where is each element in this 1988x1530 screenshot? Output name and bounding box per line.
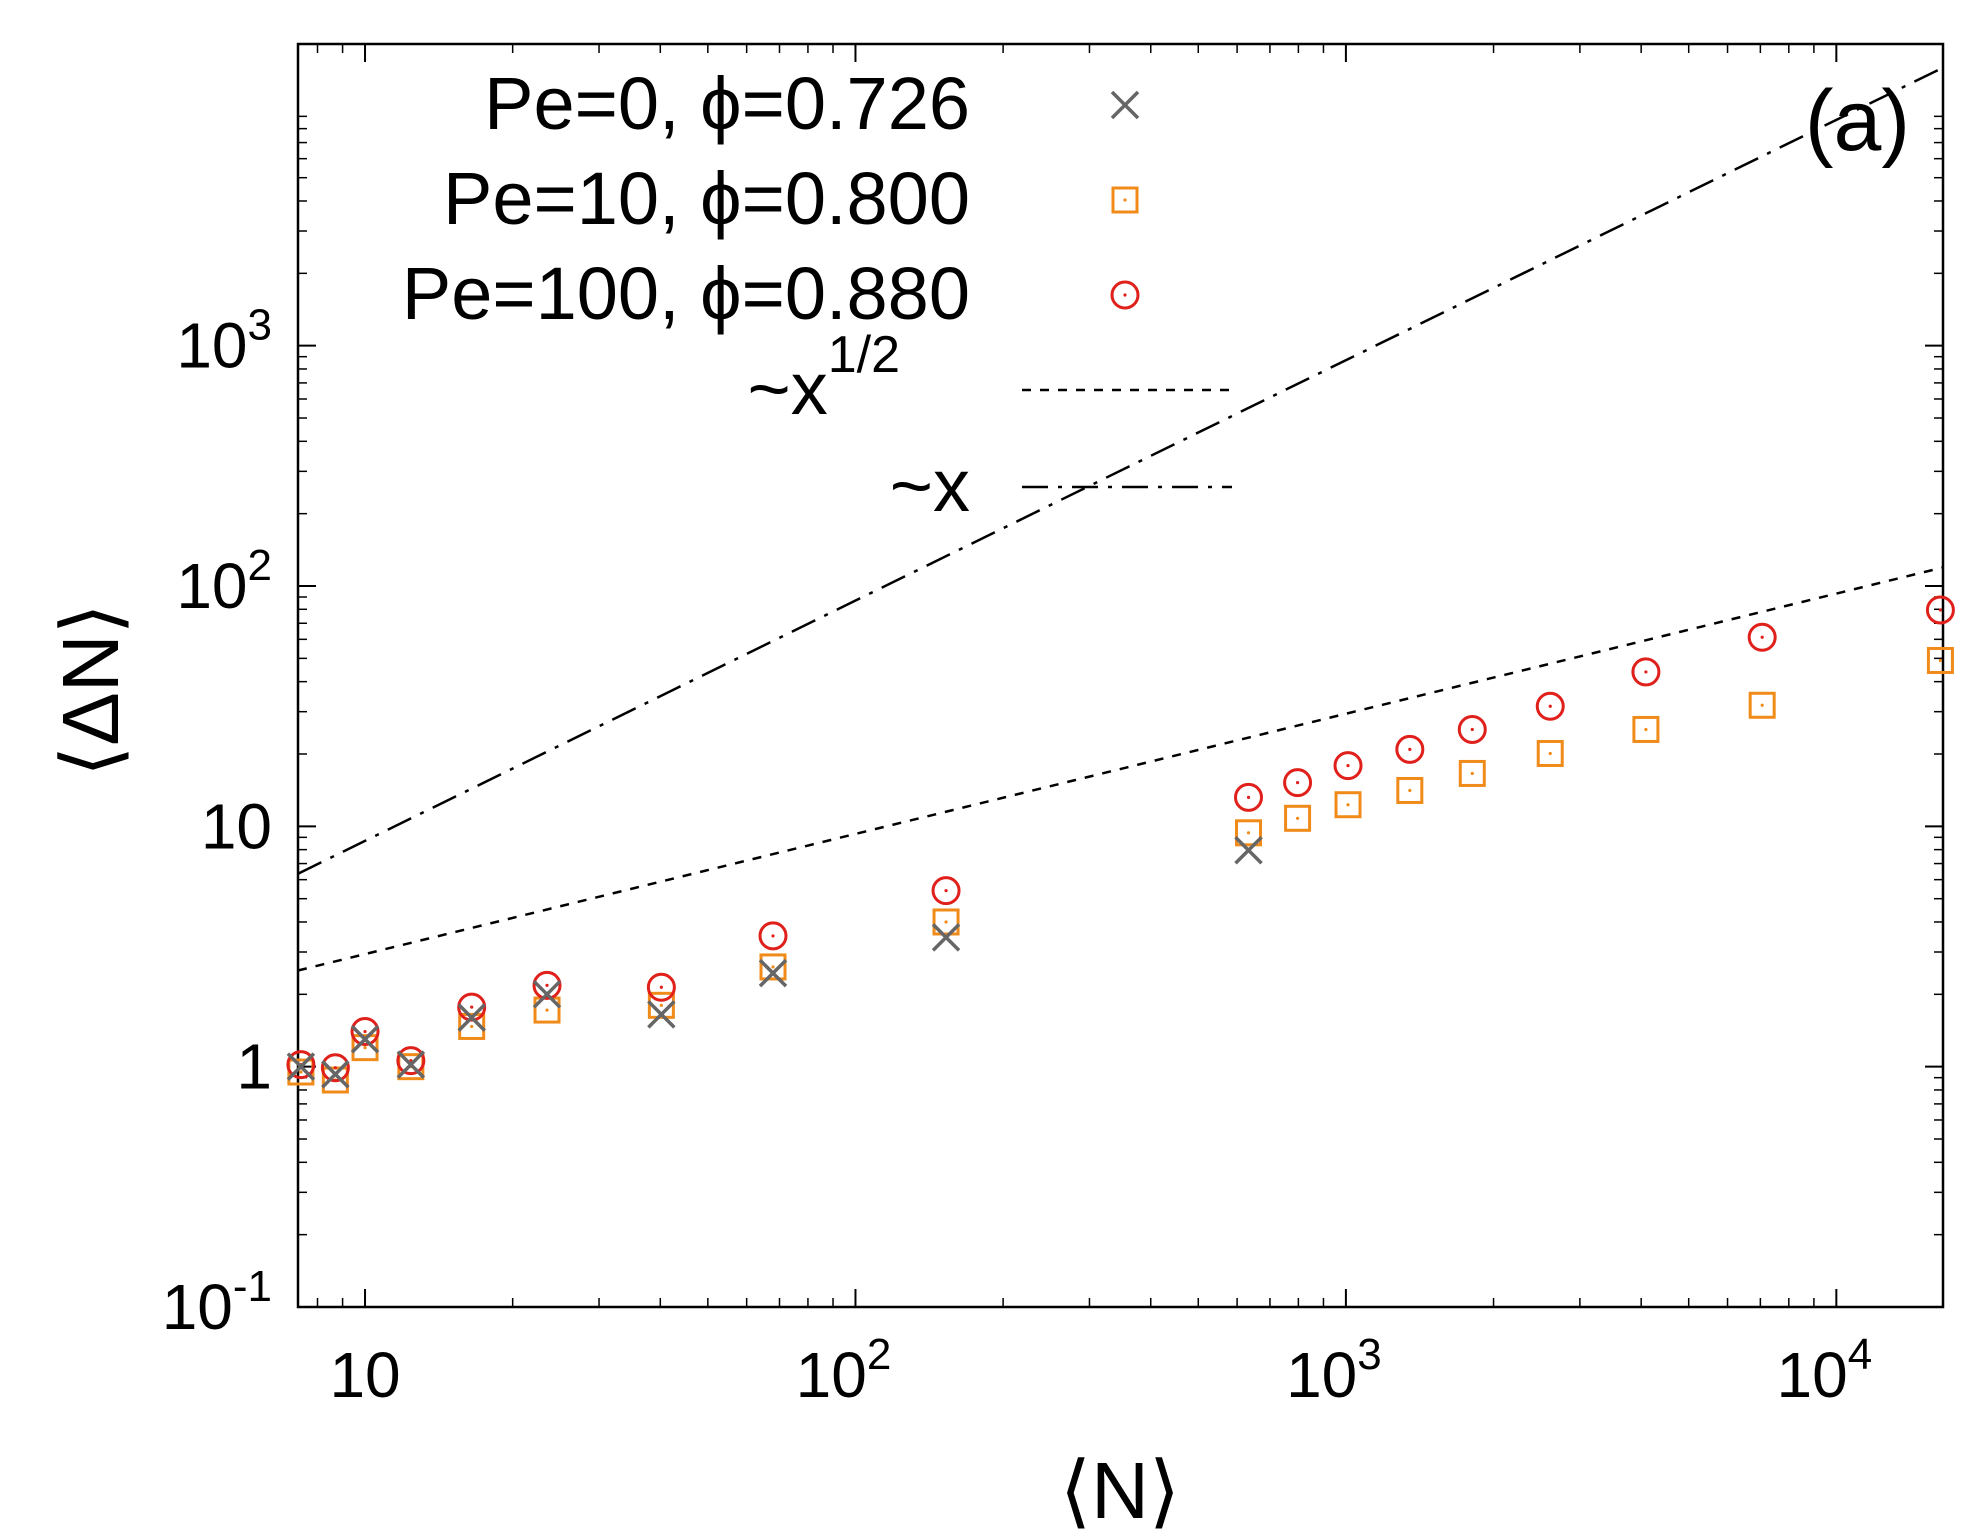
linear-reference-line: [297, 66, 1944, 875]
circle-point: [1535, 691, 1565, 721]
legend-label: ~x1/2: [747, 326, 900, 430]
circle-point: [1283, 768, 1313, 798]
x-tick-label: 104: [1777, 1330, 1873, 1411]
circle-point: [350, 1017, 380, 1047]
y-tick-label: 1: [236, 1031, 272, 1103]
data-points: [286, 595, 1955, 1094]
square-point: [1334, 791, 1362, 819]
circle-point: [1395, 734, 1425, 764]
circle-point: [931, 876, 961, 906]
square-point: [1926, 646, 1954, 674]
circle-point: [1457, 714, 1487, 744]
plot-frame: [296, 42, 1945, 1309]
square-point: [351, 1034, 379, 1062]
circle-point: [532, 970, 562, 1000]
cross-point: [1234, 836, 1263, 865]
x-axis-label: ⟨N⟩: [1060, 1446, 1180, 1530]
square-point: [1458, 759, 1486, 787]
circle-point: [646, 972, 676, 1002]
circle-point: [1747, 622, 1777, 652]
circle-point: [1631, 657, 1661, 687]
panel-label: (a): [1805, 73, 1910, 169]
square-point: [932, 908, 960, 936]
y-tick-label: 102: [176, 541, 272, 622]
legend-circle-marker: [1110, 280, 1140, 310]
legend-label: Pe=0, ϕ=0.726: [484, 62, 970, 145]
sqrt-reference-line: [297, 566, 1944, 972]
x-tick-label: 10: [329, 1339, 400, 1411]
circle-point: [1333, 751, 1363, 781]
square-point: [1748, 691, 1776, 719]
legend-square-marker: [1111, 186, 1139, 214]
circle-point: [758, 921, 788, 951]
cross-point: [396, 1050, 426, 1079]
x-tick-label: 103: [1286, 1330, 1382, 1411]
legend-label: ~x: [890, 444, 970, 527]
axis-tick-labels: 10 102 103 104 10-1 1 10 102 103: [162, 301, 1872, 1411]
circle-point: [396, 1046, 426, 1076]
legend-label: Pe=100, ϕ=0.880: [402, 252, 970, 335]
x-tick-label: 102: [796, 1330, 892, 1411]
square-point: [1235, 819, 1263, 847]
cross-point: [647, 1000, 676, 1029]
cross-point: [758, 958, 788, 988]
reference-lines: [297, 66, 1944, 972]
legend-cross-marker: [1110, 90, 1140, 120]
y-axis-label: ⟨ΔN⟩: [46, 603, 135, 777]
cross-point: [321, 1060, 350, 1089]
square-point: [1536, 739, 1564, 767]
cross-point: [286, 1052, 316, 1081]
cross-point: [532, 980, 562, 1009]
legend: Pe=0, ϕ=0.726 Pe=10, ϕ=0.800 Pe=100, ϕ=0.8…: [402, 62, 1232, 527]
y-tick-label: 10-1: [162, 1262, 272, 1343]
y-tick-label: 10: [201, 790, 272, 862]
circle-point: [1234, 782, 1264, 812]
square-point: [1632, 715, 1660, 743]
circle-point: [1925, 595, 1955, 625]
square-point: [647, 991, 675, 1019]
cross-point: [350, 1025, 380, 1054]
legend-label: Pe=10, ϕ=0.800: [443, 157, 970, 240]
square-point: [1396, 776, 1424, 804]
cross-point: [931, 923, 961, 952]
square-point: [458, 1012, 486, 1040]
square-point: [759, 953, 787, 981]
square-point: [1284, 804, 1312, 832]
cross-point: [457, 1003, 486, 1032]
circle-point: [320, 1053, 350, 1083]
y-tick-label: 103: [176, 301, 272, 382]
